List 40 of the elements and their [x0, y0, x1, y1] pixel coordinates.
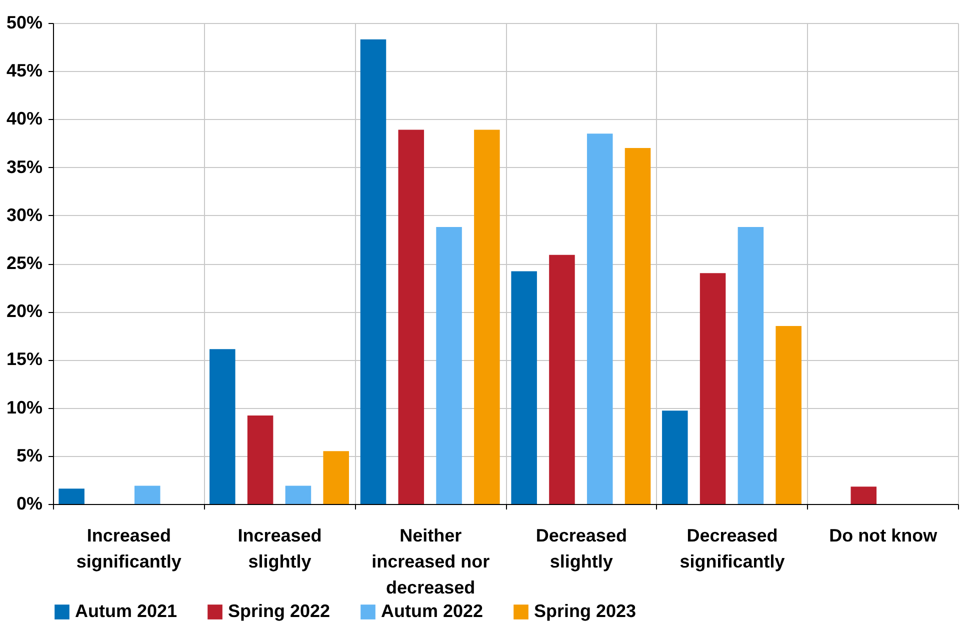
y-tick-label: 50%: [6, 12, 42, 32]
bar: [58, 488, 84, 504]
bar: [247, 415, 274, 504]
legend-label: Autum 2022: [381, 601, 484, 621]
bar: [436, 226, 462, 504]
bar: [586, 134, 613, 504]
bar: [323, 451, 349, 504]
y-tick-label: 25%: [6, 253, 42, 273]
bar: [511, 271, 537, 504]
bar: [285, 486, 312, 504]
x-tick-label: Increased significantly: [76, 526, 182, 572]
x-tick-label: Decreased slightly: [536, 526, 627, 572]
x-tick-label: Decreased significantly: [680, 526, 785, 572]
bar: [398, 130, 424, 504]
y-tick-label: 10%: [6, 397, 42, 418]
y-tick-label: 15%: [6, 349, 42, 370]
bar: [850, 486, 877, 504]
bar: [738, 226, 764, 504]
bar: [549, 254, 575, 504]
bar: [474, 130, 500, 504]
bar: [624, 148, 651, 504]
y-tick-label: 5%: [16, 445, 42, 466]
y-tick-label: 45%: [6, 60, 42, 81]
x-tick-label: Neither increased nor decreased: [372, 526, 490, 598]
y-tick-label: 30%: [6, 204, 42, 225]
legend-label: Spring 2022: [228, 601, 330, 621]
bar: [662, 410, 688, 504]
y-tick-label: 40%: [6, 108, 42, 129]
y-tick-label: 0%: [16, 494, 42, 514]
legend-label: Autum 2021: [75, 601, 178, 621]
y-tick-label: 20%: [6, 301, 42, 322]
x-tick-label: Do not know: [829, 526, 938, 546]
legend-label: Spring 2023: [534, 601, 636, 621]
bar: [360, 39, 386, 504]
x-tick-label: Increased slightly: [238, 526, 322, 572]
bar: [700, 273, 726, 504]
bar: [776, 326, 802, 504]
bar: [210, 349, 236, 504]
y-tick-label: 35%: [6, 156, 42, 177]
bar: [134, 486, 160, 504]
